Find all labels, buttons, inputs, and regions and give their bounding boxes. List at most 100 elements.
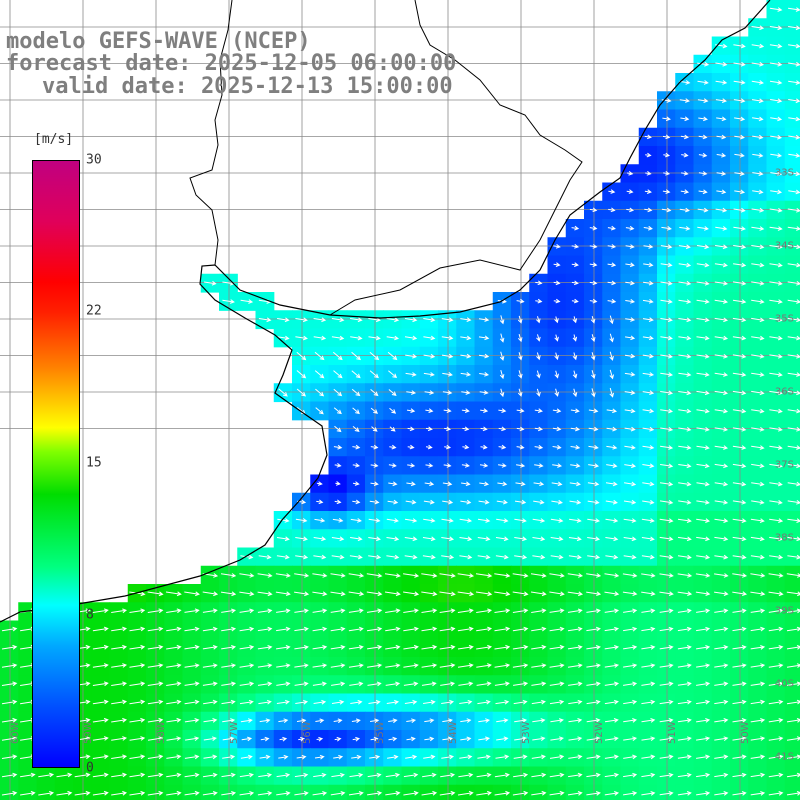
wind-arrow — [768, 573, 784, 578]
wind-arrow — [787, 299, 800, 304]
wind-arrow — [439, 790, 456, 796]
lon-label: 57W — [229, 721, 240, 744]
wind-arrow — [734, 116, 746, 122]
wind-arrow — [660, 463, 674, 469]
wind-arrow — [786, 626, 800, 632]
wind-arrow — [732, 718, 747, 723]
title-forecast-date: forecast date: 2025-12-05 06:00:00 — [6, 51, 457, 76]
wind-arrow — [625, 280, 635, 286]
wind-arrow — [552, 463, 563, 468]
wind-arrow — [714, 281, 729, 286]
wind-arrow — [129, 699, 146, 705]
wind-arrow — [425, 408, 434, 413]
wind-arrow — [496, 518, 509, 523]
wind-arrow — [589, 207, 598, 213]
wind-arrow — [588, 445, 599, 450]
wind-arrow — [498, 426, 507, 432]
wind-speed-cell — [54, 784, 74, 800]
wind-arrow — [129, 626, 146, 632]
wind-arrow — [494, 790, 511, 796]
wind-arrow — [568, 554, 582, 560]
wind-arrow — [624, 463, 637, 469]
wind-arrow — [514, 736, 528, 742]
wind-arrow — [423, 372, 435, 377]
wind-arrow — [572, 352, 578, 361]
wind-arrow — [494, 591, 511, 597]
wind-arrow — [549, 754, 565, 760]
wind-arrow — [475, 573, 493, 578]
wind-arrow — [786, 608, 800, 614]
wind-arrow — [295, 518, 308, 523]
wind-arrow — [531, 681, 547, 687]
wind-arrow — [549, 772, 565, 778]
wind-speed-cell — [784, 219, 800, 238]
wind-arrow — [221, 699, 236, 705]
border-line — [189, 0, 233, 266]
wind-arrow — [499, 369, 505, 380]
wind-arrow — [476, 663, 492, 668]
wind-arrow — [567, 645, 583, 650]
wind-arrow — [554, 388, 559, 397]
wind-arrow — [147, 717, 164, 723]
wind-arrow — [642, 317, 654, 322]
wind-arrow — [333, 370, 343, 379]
lon-label: 58W — [156, 721, 167, 744]
wind-arrow — [421, 573, 438, 578]
colorbar-tick: 30 — [86, 152, 102, 168]
wind-arrow — [111, 736, 128, 741]
wind-arrow — [312, 681, 327, 687]
wind-arrow — [696, 681, 711, 687]
wind-arrow — [536, 316, 541, 324]
wind-arrow — [606, 408, 618, 414]
wind-arrow — [366, 626, 383, 632]
wind-arrow — [659, 591, 674, 596]
wind-speed-cell — [565, 784, 585, 800]
wind-arrow — [517, 388, 523, 397]
wind-speed-cell — [310, 784, 330, 800]
wind-arrow — [257, 608, 273, 614]
wind-arrow — [129, 608, 146, 614]
lat-label: 33S — [774, 167, 794, 179]
lat-label: 40S — [774, 678, 794, 690]
wind-arrow — [513, 681, 529, 687]
wind-arrow — [423, 353, 436, 359]
wind-arrow — [1, 699, 18, 705]
wind-arrow — [732, 500, 747, 505]
wind-arrow — [257, 645, 273, 650]
wind-speed-cell — [456, 784, 476, 800]
wind-arrow — [312, 573, 328, 578]
wind-arrow — [534, 463, 544, 468]
wind-arrow — [642, 353, 654, 359]
wind-arrow — [330, 791, 346, 796]
lon-label: 51W — [667, 721, 678, 744]
wind-arrow — [788, 171, 800, 177]
wind-arrow — [751, 354, 765, 359]
wind-speed-cell — [784, 492, 800, 512]
wind-arrow — [111, 663, 128, 668]
wind-arrow — [350, 317, 363, 323]
lat-label: 37S — [774, 459, 794, 471]
wind-arrow — [677, 536, 692, 542]
wind-arrow — [642, 372, 655, 377]
wind-arrow — [641, 591, 656, 596]
wind-arrow — [606, 426, 618, 432]
wind-arrow — [626, 171, 634, 176]
wind-arrow — [457, 573, 475, 578]
wind-arrow — [568, 536, 582, 542]
wind-arrow — [769, 481, 783, 487]
wind-arrow — [532, 554, 546, 560]
wind-arrow — [424, 718, 435, 723]
wind-arrow — [221, 608, 237, 614]
wind-arrow — [662, 189, 671, 194]
wind-arrow — [732, 518, 747, 523]
wind-speed-cell — [529, 784, 549, 800]
wind-arrow — [622, 573, 638, 578]
wind-arrow — [330, 608, 346, 614]
wind-arrow — [476, 626, 493, 632]
wind-arrow — [480, 408, 489, 413]
wind-arrow — [388, 736, 398, 742]
wind-arrow — [440, 772, 456, 778]
wind-arrow — [677, 754, 692, 760]
wind-arrow — [499, 388, 505, 398]
